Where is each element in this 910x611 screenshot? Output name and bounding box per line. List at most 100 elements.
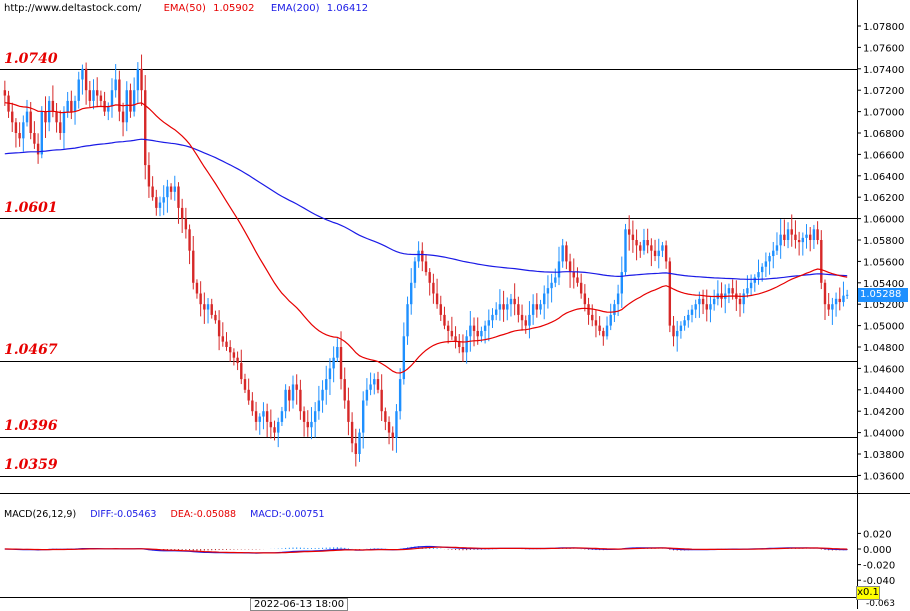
candle	[465, 330, 468, 364]
candle	[646, 228, 649, 254]
candle-body	[443, 314, 446, 326]
candle-body	[232, 352, 236, 358]
candle-body	[317, 400, 321, 412]
candle-body	[439, 304, 442, 315]
candle-body	[727, 288, 731, 294]
candle	[354, 428, 358, 467]
candle-body	[834, 298, 838, 305]
candle-body	[694, 304, 697, 310]
price-tick-label: 1.06400	[863, 172, 904, 183]
candle	[339, 331, 343, 390]
candle	[764, 252, 768, 278]
candlestick-series	[3, 54, 849, 467]
candle-body	[639, 245, 642, 251]
price-tick-label: 1.04200	[863, 407, 904, 418]
candle	[672, 316, 675, 347]
candle	[786, 222, 790, 249]
candle	[439, 295, 442, 321]
candle-body	[476, 330, 479, 337]
candle	[84, 62, 88, 105]
candle-body	[59, 122, 62, 133]
candle	[683, 315, 686, 331]
candle-body	[206, 304, 210, 310]
candle-body	[450, 330, 454, 337]
candle	[376, 371, 380, 394]
candle-body	[753, 277, 756, 283]
candle-body	[635, 240, 638, 246]
candle	[136, 62, 140, 104]
price-tick-label: 1.07200	[863, 86, 904, 97]
candle-body	[33, 133, 36, 144]
candle-body	[380, 389, 383, 412]
candle-body	[624, 229, 627, 273]
candle-body	[147, 165, 151, 187]
candle	[77, 71, 80, 109]
candle-body	[657, 250, 660, 257]
candle	[428, 268, 431, 296]
candle-body	[842, 295, 845, 303]
candle-body	[18, 133, 21, 139]
candle-body	[376, 379, 380, 390]
candle	[62, 106, 66, 149]
candle-body	[169, 186, 173, 192]
site-url[interactable]: http://www.deltastock.com/	[4, 3, 142, 14]
candle-body	[347, 400, 350, 422]
candle-body	[602, 330, 605, 337]
candle-body	[827, 304, 830, 310]
candle	[11, 102, 14, 133]
candle	[280, 406, 284, 426]
candle	[317, 385, 321, 420]
candle-body	[151, 186, 154, 198]
candle-body	[410, 282, 413, 305]
macd-tick-label: 0.000	[863, 545, 892, 556]
candle	[443, 306, 446, 330]
candle-body	[192, 250, 195, 283]
support-resistance-lines	[0, 69, 857, 477]
candle	[635, 229, 638, 261]
candle-body	[62, 111, 66, 133]
candle	[461, 334, 465, 362]
zoom-button[interactable]: x0.1	[856, 586, 880, 600]
candle	[291, 375, 295, 409]
candle-body	[391, 432, 394, 438]
candle	[347, 387, 350, 436]
candle-body	[177, 186, 180, 208]
candle	[247, 378, 250, 405]
candle-body	[369, 384, 372, 390]
chart-header: http://www.deltastock.com/ EMA(50) 1.059…	[4, 3, 368, 14]
candle-body	[709, 304, 712, 310]
candle	[7, 90, 10, 118]
candle	[698, 291, 701, 318]
candle	[302, 406, 306, 437]
candle-body	[627, 229, 631, 235]
candle	[114, 64, 117, 98]
candle	[36, 133, 40, 164]
candle	[206, 298, 210, 324]
candle	[365, 378, 369, 406]
candle	[561, 238, 564, 268]
price-tick-label: 1.06600	[863, 150, 904, 161]
candle-body	[605, 325, 609, 337]
macd-axis: 0.020 0.000 -0.020 -0.040	[857, 529, 895, 587]
candle-body	[428, 272, 431, 283]
candle	[177, 182, 180, 224]
macd-title: MACD(26,12,9)	[4, 509, 77, 520]
macd-diff-label: DIFF:-0.05463	[90, 509, 157, 520]
candle-body	[325, 379, 328, 390]
candle	[517, 296, 520, 323]
candle	[716, 280, 720, 306]
price-tick-label: 1.06200	[863, 193, 904, 204]
candle	[406, 296, 409, 345]
level-label-3: 1.0467	[4, 342, 58, 358]
candle-body	[55, 111, 58, 123]
candle-body	[306, 421, 309, 428]
candle	[310, 407, 313, 440]
candle-body	[365, 389, 369, 401]
candle	[3, 80, 7, 106]
candle	[694, 299, 697, 319]
candle-body	[373, 379, 376, 385]
candle	[469, 311, 472, 352]
candle-body	[114, 79, 117, 91]
candle-body	[609, 314, 612, 326]
